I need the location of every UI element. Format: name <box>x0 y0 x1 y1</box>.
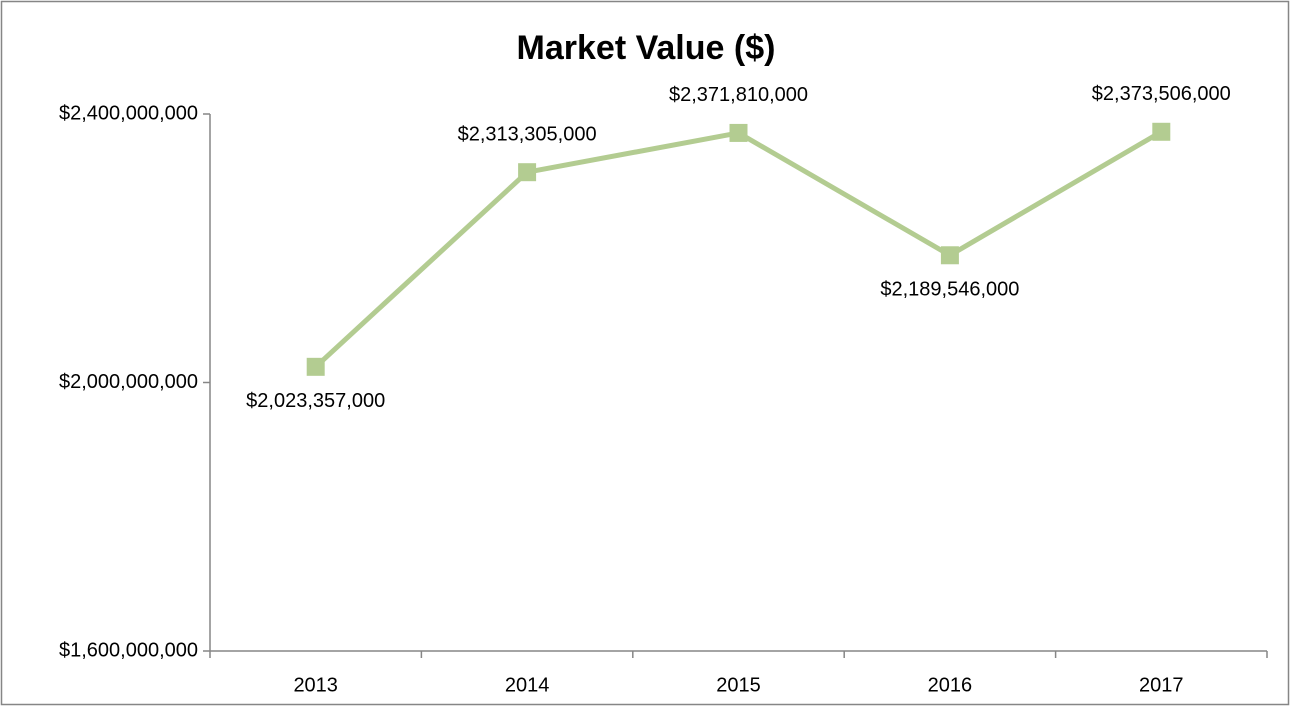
chart-title: Market Value ($) <box>517 29 776 67</box>
marker <box>729 123 748 142</box>
data-label: $2,313,305,000 <box>458 123 597 145</box>
data-label: $2,371,810,000 <box>669 84 808 106</box>
data-label: $2,189,546,000 <box>880 279 1019 301</box>
x-tick-label: 2015 <box>716 674 761 696</box>
marker <box>940 246 959 265</box>
y-tick-label: $2,400,000,000 <box>59 102 198 124</box>
y-tick-label: $2,000,000,000 <box>59 371 198 393</box>
marker <box>518 163 537 182</box>
marker <box>1152 122 1171 141</box>
x-tick-label: 2017 <box>1139 674 1184 696</box>
data-label: $2,023,357,000 <box>246 390 385 412</box>
x-tick-label: 2014 <box>505 674 550 696</box>
data-label: $2,373,506,000 <box>1092 83 1231 105</box>
marker <box>306 357 325 376</box>
x-tick-label: 2013 <box>293 674 338 696</box>
x-tick-label: 2016 <box>928 674 973 696</box>
y-tick-label: $1,600,000,000 <box>59 639 198 661</box>
